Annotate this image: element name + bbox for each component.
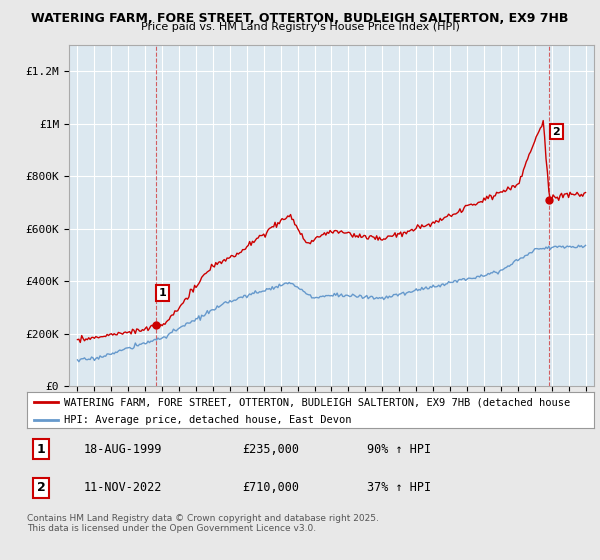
Text: 11-NOV-2022: 11-NOV-2022 bbox=[84, 482, 162, 494]
Text: Price paid vs. HM Land Registry's House Price Index (HPI): Price paid vs. HM Land Registry's House … bbox=[140, 22, 460, 32]
Text: 37% ↑ HPI: 37% ↑ HPI bbox=[367, 482, 431, 494]
Text: £235,000: £235,000 bbox=[242, 443, 299, 456]
Text: 2: 2 bbox=[37, 482, 46, 494]
Text: £710,000: £710,000 bbox=[242, 482, 299, 494]
Text: 2: 2 bbox=[553, 127, 560, 137]
Text: 1: 1 bbox=[37, 443, 46, 456]
Text: Contains HM Land Registry data © Crown copyright and database right 2025.
This d: Contains HM Land Registry data © Crown c… bbox=[27, 514, 379, 534]
Text: 1: 1 bbox=[159, 288, 167, 298]
Text: 18-AUG-1999: 18-AUG-1999 bbox=[84, 443, 162, 456]
Text: WATERING FARM, FORE STREET, OTTERTON, BUDLEIGH SALTERTON, EX9 7HB: WATERING FARM, FORE STREET, OTTERTON, BU… bbox=[31, 12, 569, 25]
Text: HPI: Average price, detached house, East Devon: HPI: Average price, detached house, East… bbox=[64, 416, 352, 426]
Text: 90% ↑ HPI: 90% ↑ HPI bbox=[367, 443, 431, 456]
Text: WATERING FARM, FORE STREET, OTTERTON, BUDLEIGH SALTERTON, EX9 7HB (detached hous: WATERING FARM, FORE STREET, OTTERTON, BU… bbox=[64, 397, 570, 407]
